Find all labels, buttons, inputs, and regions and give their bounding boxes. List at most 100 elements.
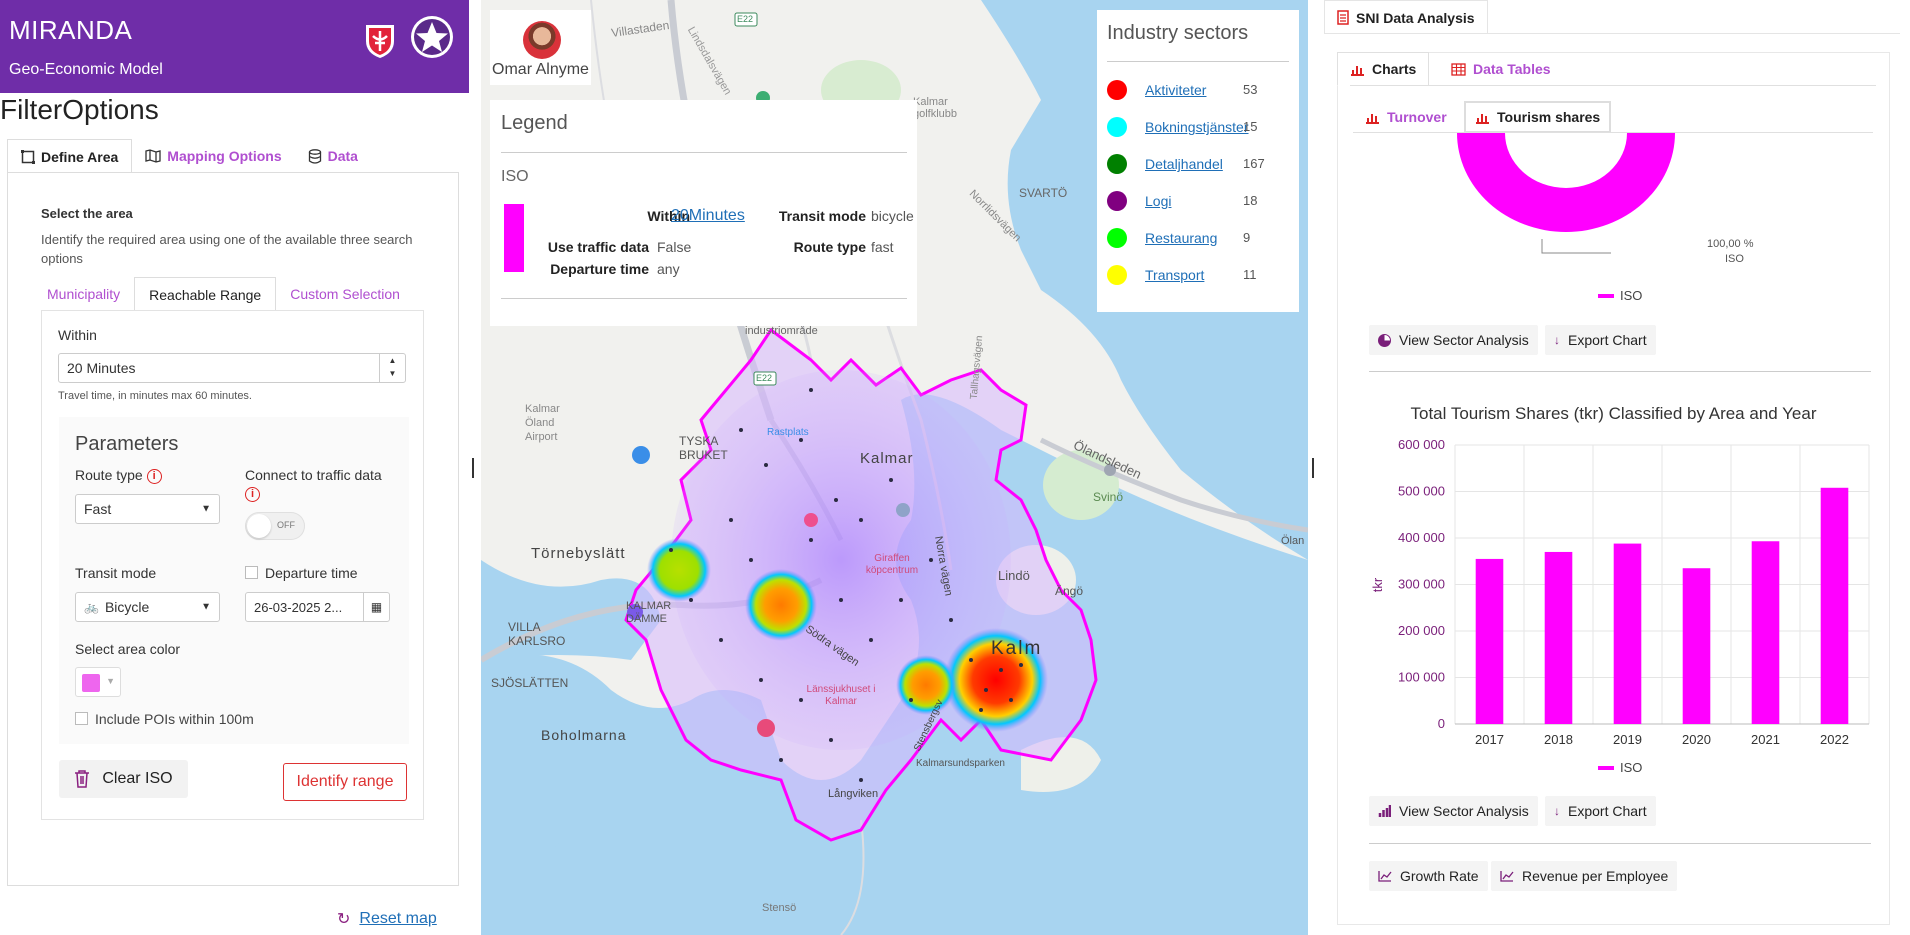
map-label-kalmar-damme: KALMAR DÄMME bbox=[626, 600, 672, 625]
calendar-icon[interactable]: ▦ bbox=[363, 593, 389, 621]
tab-charts[interactable]: Charts bbox=[1337, 52, 1430, 86]
map-view[interactable]: E22 E22 Villastaden Lindsdalsvägen Kalma… bbox=[481, 0, 1308, 935]
transit-mode-select[interactable]: 🚲 Bicycle ▼ bbox=[75, 592, 220, 622]
reset-map-label: Reset map bbox=[359, 910, 437, 927]
map-label-langviken: Långviken bbox=[828, 788, 879, 800]
toggle-state: OFF bbox=[277, 520, 295, 530]
charts-tab-line bbox=[1350, 85, 1876, 86]
tab-tourism-shares[interactable]: Tourism shares bbox=[1464, 101, 1612, 133]
export-chart-button-2[interactable]: ↓ Export Chart bbox=[1545, 796, 1656, 826]
map-label-olan: Ölan bbox=[1281, 535, 1305, 547]
departure-checkbox[interactable] bbox=[245, 566, 258, 579]
map-label-rastplats: Rastplats bbox=[767, 427, 809, 438]
traffic-label: Connect to traffic data bbox=[245, 467, 382, 483]
donut-label-value: 100,00 % bbox=[1707, 238, 1754, 250]
tab-charts-label: Charts bbox=[1372, 61, 1417, 77]
map-legend: Legend ISO Within 20Minutes Transit mode… bbox=[490, 100, 917, 326]
within-input[interactable]: 20 Minutes ▲ ▼ bbox=[58, 353, 406, 383]
industry-name[interactable]: Transport bbox=[1145, 267, 1205, 283]
route-type-value: Fast bbox=[84, 501, 112, 517]
tab-define-area[interactable]: Define Area bbox=[7, 139, 133, 173]
tab-turnover[interactable]: Turnover bbox=[1357, 101, 1455, 133]
tab-reachable-range[interactable]: Reachable Range bbox=[134, 277, 277, 311]
y-axis-label: tkr bbox=[1370, 577, 1385, 592]
industry-item[interactable]: Restaurang 9 bbox=[1107, 228, 1289, 250]
area-color-swatch bbox=[82, 674, 100, 692]
tab-mapping-options[interactable]: Mapping Options bbox=[132, 139, 294, 173]
industry-title: Industry sectors bbox=[1107, 22, 1249, 44]
traffic-toggle[interactable]: OFF bbox=[245, 512, 305, 540]
tab-custom-selection[interactable]: Custom Selection bbox=[290, 286, 400, 302]
identify-range-button[interactable]: Identify range bbox=[283, 763, 407, 801]
clear-iso-button[interactable]: Clear ISO bbox=[59, 760, 188, 798]
industry-count: 11 bbox=[1243, 267, 1257, 282]
x-tick-label: 2022 bbox=[1820, 732, 1849, 747]
export-chart-button-1[interactable]: ↓ Export Chart bbox=[1545, 325, 1656, 355]
within-value: 20 Minutes bbox=[67, 360, 136, 376]
legend-departure-label: Departure time bbox=[550, 261, 649, 277]
map-icon bbox=[145, 149, 161, 163]
traffic-info-icon[interactable]: i bbox=[245, 487, 260, 502]
include-pois-checkbox[interactable] bbox=[75, 712, 88, 725]
download-icon: ↓ bbox=[1554, 804, 1560, 818]
parameters-title: Parameters bbox=[75, 433, 179, 455]
area-color-picker[interactable]: ▼ bbox=[75, 667, 121, 697]
bar-chart: 0 100 000 200 000 300 000 400 000 500 000 600 … bbox=[1370, 437, 1870, 775]
growth-rate-button[interactable]: Growth Rate bbox=[1369, 861, 1488, 891]
route-type-label: Route type i bbox=[75, 467, 162, 484]
line-chart-icon bbox=[1500, 871, 1514, 882]
reset-map-link[interactable]: ↻ Reset map bbox=[337, 909, 437, 929]
y-tick-label: 300 000 bbox=[1398, 577, 1445, 592]
bar-chart-title: Total Tourism Shares (tkr) Classified by… bbox=[1410, 404, 1817, 423]
bar-2019 bbox=[1613, 543, 1642, 724]
user-card[interactable]: Omar Alnyme bbox=[490, 10, 591, 85]
tab-sni-data-analysis[interactable]: SNI Data Analysis bbox=[1324, 0, 1488, 34]
map-canvas[interactable] bbox=[481, 0, 1308, 935]
right-splitter-handle[interactable] bbox=[1312, 458, 1314, 478]
bicycle-icon: 🚲 bbox=[84, 600, 99, 614]
route-type-select[interactable]: Fast ▼ bbox=[75, 494, 220, 524]
map-label-giraffen: Giraffen köpcentrum bbox=[865, 553, 919, 576]
industry-item[interactable]: Bokningstjänster 15 bbox=[1107, 117, 1289, 139]
view-sector-analysis-button-1[interactable]: View Sector Analysis bbox=[1369, 325, 1538, 355]
tab-turnover-label: Turnover bbox=[1387, 109, 1447, 125]
industry-item[interactable]: Logi 18 bbox=[1107, 191, 1289, 213]
tab-municipality[interactable]: Municipality bbox=[47, 286, 121, 302]
legend-transit-label: Transit mode bbox=[778, 208, 866, 224]
filter-tabs: Define Area Mapping Options Data bbox=[7, 139, 371, 173]
industry-item[interactable]: Transport 11 bbox=[1107, 265, 1289, 287]
chart-divider bbox=[1369, 843, 1871, 844]
revenue-per-employee-button[interactable]: Revenue per Employee bbox=[1491, 861, 1678, 891]
industry-name[interactable]: Detaljhandel bbox=[1145, 156, 1223, 172]
tab-data[interactable]: Data bbox=[295, 139, 371, 173]
legend-title: Legend bbox=[501, 112, 568, 134]
industry-name[interactable]: Logi bbox=[1145, 193, 1172, 209]
filter-panel: MIRANDA Geo-Economic Model FilterOptions… bbox=[0, 0, 469, 935]
industry-name[interactable]: Aktiviteter bbox=[1145, 82, 1207, 98]
bar-chart-icon bbox=[1351, 65, 1364, 76]
industry-item[interactable]: Detaljhandel 167 bbox=[1107, 154, 1289, 176]
industry-item[interactable]: Aktiviteter 53 bbox=[1107, 80, 1289, 102]
departure-time-input[interactable]: 26-03-2025 2... ▦ bbox=[245, 592, 390, 622]
x-tick-label: 2018 bbox=[1544, 732, 1573, 747]
line-chart-icon bbox=[1378, 871, 1392, 882]
trash-icon bbox=[75, 770, 90, 788]
view-sector-analysis-button-2[interactable]: View Sector Analysis bbox=[1369, 796, 1538, 826]
bar-chart-icon bbox=[1476, 113, 1489, 124]
transit-mode-value: Bicycle bbox=[104, 599, 150, 615]
industry-count: 15 bbox=[1243, 119, 1258, 134]
tab-data-tables[interactable]: Data Tables bbox=[1441, 52, 1561, 86]
legend-within-value[interactable]: 20Minutes bbox=[671, 207, 745, 224]
left-splitter-handle[interactable] bbox=[472, 458, 474, 478]
star-logo-icon bbox=[411, 16, 453, 58]
toggle-knob bbox=[247, 514, 271, 538]
top-tab-line bbox=[1324, 33, 1900, 34]
industry-count: 53 bbox=[1243, 82, 1258, 97]
y-tick-label: 200 000 bbox=[1398, 623, 1445, 638]
industry-name[interactable]: Bokningstjänster bbox=[1145, 119, 1249, 135]
map-label-industriomrade: industriområde bbox=[745, 325, 818, 337]
industry-name[interactable]: Restaurang bbox=[1145, 230, 1218, 246]
within-stepper[interactable]: ▲ ▼ bbox=[379, 354, 405, 382]
info-icon[interactable]: i bbox=[146, 468, 162, 484]
map-label-golf: Kalmar golfklubb bbox=[913, 96, 958, 120]
